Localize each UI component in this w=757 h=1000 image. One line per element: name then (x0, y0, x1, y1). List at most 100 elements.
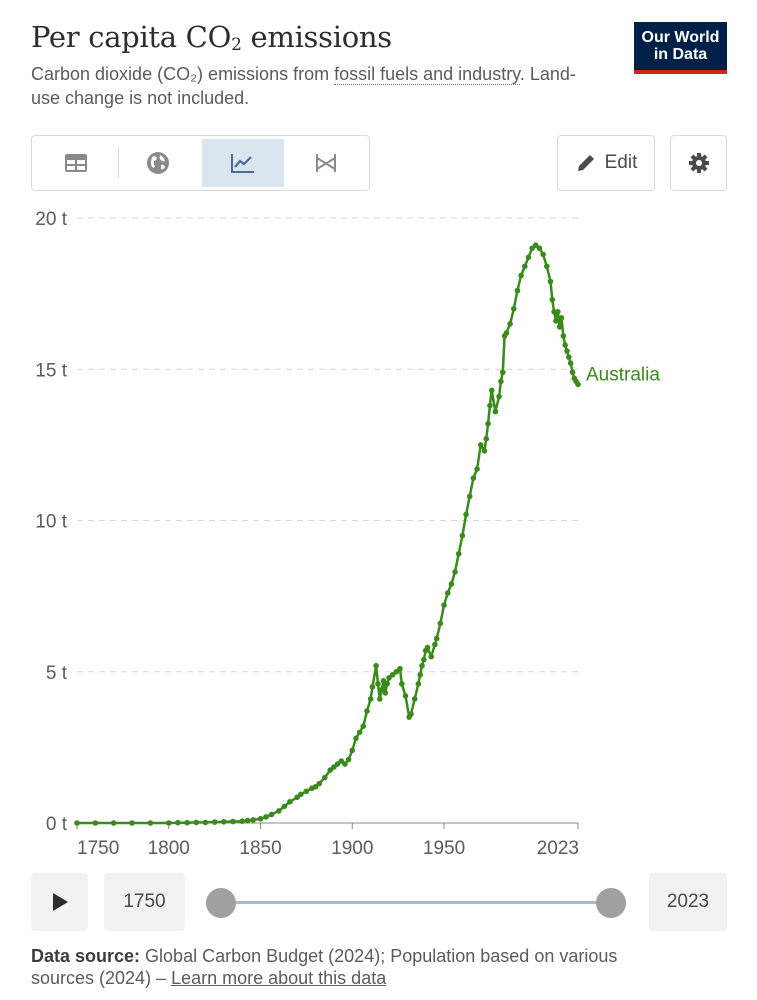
data-point[interactable] (448, 581, 455, 587)
data-point[interactable] (459, 532, 466, 539)
tab-slope[interactable] (285, 139, 367, 187)
data-point[interactable] (110, 820, 117, 826)
data-point[interactable] (564, 348, 570, 354)
data-point[interactable] (298, 791, 304, 798)
data-point[interactable] (244, 817, 251, 824)
end-handle[interactable] (596, 888, 626, 918)
data-point[interactable] (303, 788, 310, 795)
data-point[interactable] (239, 818, 245, 824)
data-point[interactable] (399, 681, 405, 687)
data-point[interactable] (165, 820, 172, 826)
data-point[interactable] (452, 569, 458, 575)
data-point[interactable] (466, 493, 473, 500)
data-point[interactable] (221, 818, 227, 825)
data-point[interactable] (433, 635, 440, 642)
tab-table[interactable] (35, 139, 117, 187)
data-point[interactable] (92, 820, 99, 826)
data-point[interactable] (499, 369, 506, 376)
series-label[interactable]: Australia (586, 364, 660, 385)
data-point[interactable] (402, 693, 409, 699)
data-point[interactable] (441, 602, 447, 608)
start-handle[interactable] (206, 888, 236, 918)
start-year-box[interactable]: 1750 (104, 873, 185, 931)
data-point[interactable] (428, 653, 434, 660)
data-point[interactable] (481, 448, 488, 454)
data-point[interactable] (417, 671, 423, 678)
data-point[interactable] (408, 711, 414, 717)
edit-button[interactable]: Edit (557, 135, 655, 191)
data-point[interactable] (175, 819, 181, 826)
data-point[interactable] (555, 308, 561, 315)
data-point[interactable] (540, 251, 546, 258)
data-point[interactable] (510, 305, 517, 312)
data-point[interactable] (281, 803, 288, 810)
data-point[interactable] (492, 408, 499, 415)
data-point[interactable] (463, 511, 469, 518)
data-point[interactable] (276, 808, 282, 814)
data-point[interactable] (316, 780, 323, 787)
data-point[interactable] (419, 662, 425, 669)
data-point[interactable] (342, 761, 348, 767)
data-point[interactable] (507, 321, 513, 327)
data-point[interactable] (421, 656, 427, 663)
data-point[interactable] (411, 696, 418, 702)
data-point[interactable] (211, 819, 218, 825)
data-point[interactable] (349, 747, 356, 754)
data-point[interactable] (353, 735, 359, 742)
data-point[interactable] (455, 550, 462, 557)
data-point[interactable] (397, 665, 403, 672)
data-point[interactable] (257, 815, 264, 822)
data-point[interactable] (503, 330, 510, 336)
data-point[interactable] (360, 723, 367, 729)
data-point[interactable] (474, 466, 480, 472)
data-point[interactable] (268, 811, 275, 818)
data-point[interactable] (498, 378, 504, 385)
data-point[interactable] (364, 708, 370, 714)
data-point[interactable] (553, 318, 559, 324)
data-point[interactable] (521, 263, 528, 270)
data-point[interactable] (556, 324, 563, 330)
data-point[interactable] (202, 819, 209, 826)
tab-map[interactable] (117, 139, 199, 187)
data-point[interactable] (569, 369, 576, 376)
data-point[interactable] (567, 360, 574, 367)
data-point[interactable] (369, 684, 376, 690)
settings-button[interactable] (670, 135, 727, 191)
owid-logo[interactable]: Our World in Data (634, 22, 727, 74)
data-point[interactable] (321, 774, 328, 781)
data-point[interactable] (558, 315, 565, 321)
data-point[interactable] (263, 814, 269, 820)
data-point[interactable] (382, 690, 389, 696)
data-point[interactable] (566, 354, 572, 360)
data-point[interactable] (487, 402, 493, 409)
data-point[interactable] (514, 287, 521, 294)
tab-chart[interactable] (202, 139, 284, 187)
data-point[interactable] (147, 820, 154, 826)
data-point[interactable] (483, 436, 490, 442)
subtitle-link[interactable]: fossil fuels and industry (334, 64, 520, 85)
data-point[interactable] (193, 819, 200, 826)
learn-more-link[interactable]: Learn more about this data (171, 968, 387, 988)
data-point[interactable] (129, 820, 135, 826)
data-point[interactable] (250, 817, 256, 823)
data-point[interactable] (424, 644, 431, 651)
data-point[interactable] (518, 272, 524, 279)
data-point[interactable] (547, 278, 554, 285)
data-point[interactable] (356, 729, 363, 736)
play-button[interactable] (31, 873, 88, 931)
data-point[interactable] (536, 245, 543, 252)
data-point[interactable] (184, 819, 190, 826)
data-point[interactable] (375, 681, 381, 687)
data-point[interactable] (74, 820, 80, 826)
data-point[interactable] (544, 263, 550, 270)
data-point[interactable] (470, 475, 477, 481)
data-point[interactable] (575, 381, 581, 388)
end-year-box[interactable]: 2023 (649, 873, 727, 931)
data-point[interactable] (560, 333, 567, 339)
data-point[interactable] (488, 387, 495, 394)
data-point[interactable] (415, 681, 422, 687)
data-point[interactable] (477, 442, 484, 448)
data-point[interactable] (496, 393, 502, 400)
timeline-track[interactable] (221, 901, 611, 904)
data-point[interactable] (230, 818, 236, 825)
